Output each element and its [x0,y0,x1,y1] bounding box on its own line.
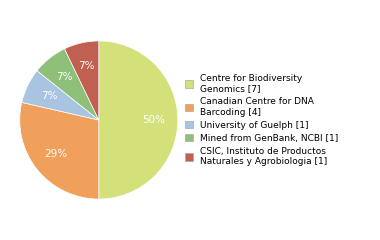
Wedge shape [20,102,99,199]
Text: 50%: 50% [142,115,166,125]
Text: 7%: 7% [78,61,95,71]
Text: 29%: 29% [44,150,67,160]
Wedge shape [65,41,99,120]
Wedge shape [22,71,99,120]
Text: 7%: 7% [56,72,73,82]
Legend: Centre for Biodiversity
Genomics [7], Canadian Centre for DNA
Barcoding [4], Uni: Centre for Biodiversity Genomics [7], Ca… [185,74,339,166]
Wedge shape [37,49,99,120]
Wedge shape [99,41,178,199]
Text: 7%: 7% [41,91,57,101]
